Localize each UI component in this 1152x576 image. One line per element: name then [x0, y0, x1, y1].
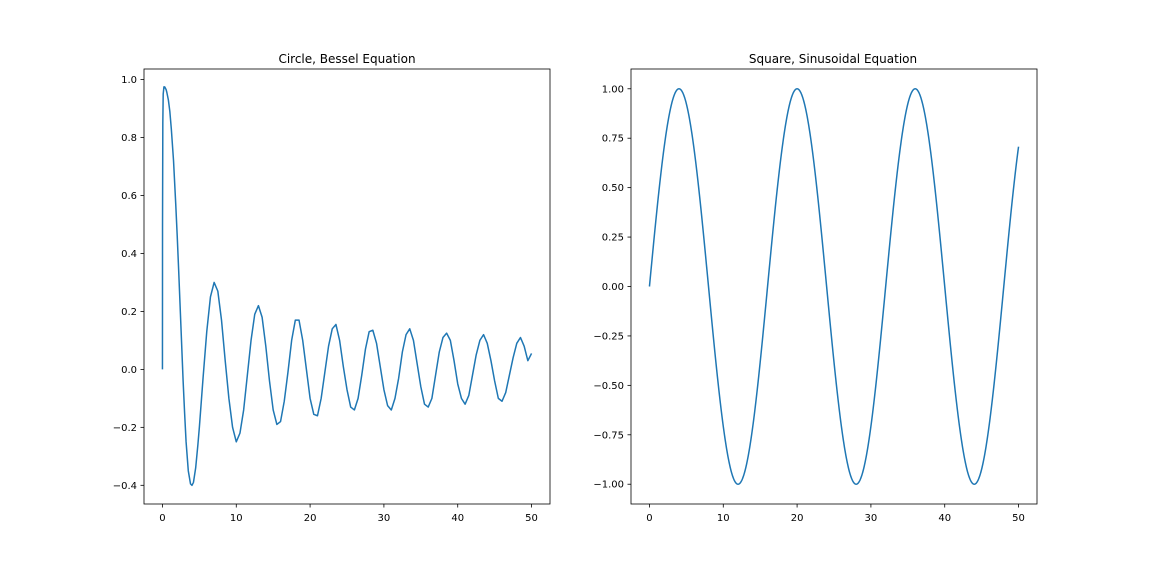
y-tick-label: 0.0: [121, 365, 137, 376]
y-tick-label: 0.8: [121, 133, 137, 144]
x-tick-label: 10: [717, 513, 730, 524]
chart-title: Circle, Bessel Equation: [278, 52, 415, 66]
y-tick-label: 0.75: [602, 134, 624, 145]
y-tick-label: 1.00: [602, 84, 624, 95]
x-tick-label: 10: [230, 513, 243, 524]
right-chart: Square, Sinusoidal Equation 0 10 20 30 40 50 −…: [593, 52, 1038, 524]
y-tick-label: 0.2: [121, 307, 137, 318]
chart-title: Square, Sinusoidal Equation: [749, 52, 917, 66]
y-tick-label: 0.00: [602, 282, 624, 293]
x-tick-label: 20: [791, 513, 804, 524]
x-tick-label: 20: [304, 513, 317, 524]
left-chart: Circle, Bessel Equation 0 10 20 30 40 50 −0.4 −…: [113, 52, 551, 524]
y-tick-label: −0.75: [593, 430, 624, 441]
y-tick-label: 0.4: [121, 249, 137, 260]
x-tick-label: 0: [646, 513, 652, 524]
x-tick-label: 50: [525, 513, 538, 524]
y-tick-label: −0.2: [113, 423, 137, 434]
y-tick-label: 1.0: [121, 75, 137, 86]
x-tick-label: 40: [938, 513, 951, 524]
y-tick-label: 0.6: [121, 191, 137, 202]
y-tick-label: −0.25: [593, 331, 624, 342]
series-line: [161, 86, 533, 487]
plot-frame: [143, 68, 551, 505]
series-line: [648, 88, 1020, 485]
y-tick-label: −0.4: [113, 481, 137, 492]
y-tick-label: 0.25: [602, 233, 624, 244]
x-tick-label: 50: [1012, 513, 1025, 524]
x-tick-label: 40: [451, 513, 464, 524]
x-tick-label: 30: [865, 513, 878, 524]
x-tick-label: 0: [159, 513, 165, 524]
y-tick-label: −1.00: [593, 480, 624, 491]
x-tick-label: 30: [378, 513, 391, 524]
y-tick-label: 0.50: [602, 183, 624, 194]
y-tick-label: −0.50: [593, 381, 624, 392]
